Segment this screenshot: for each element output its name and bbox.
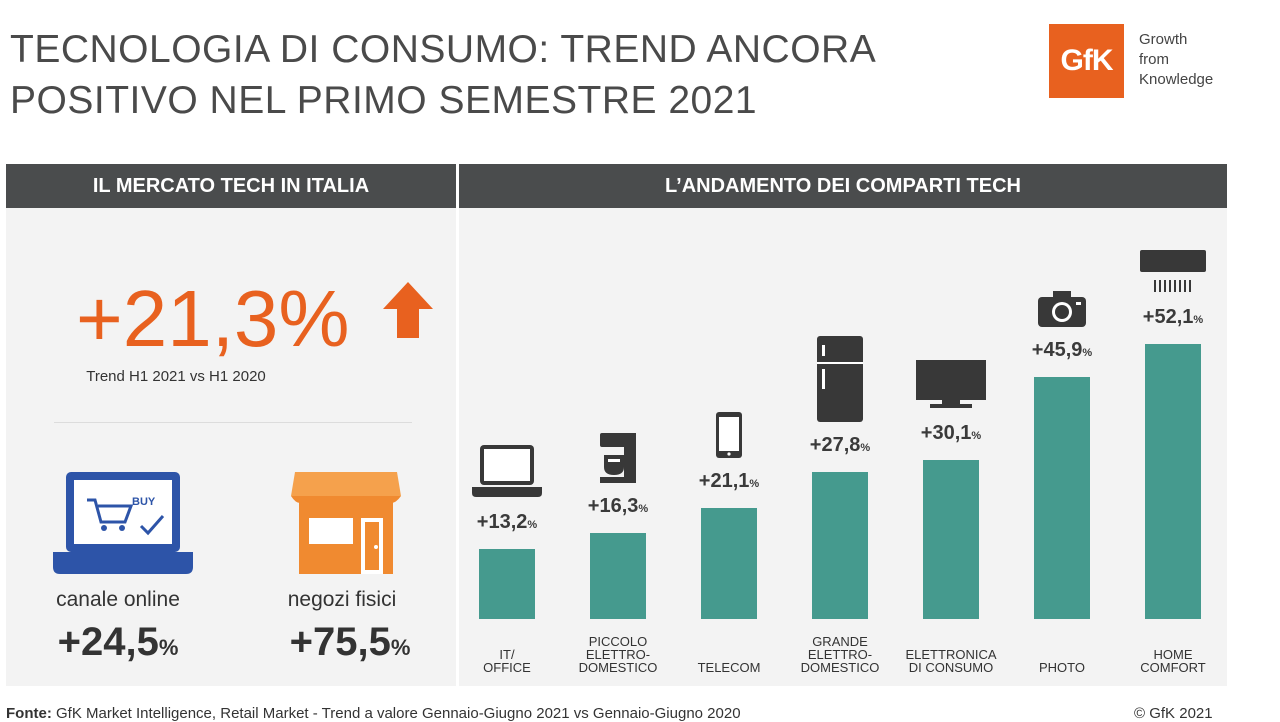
online-channel-label: canale online — [56, 588, 180, 611]
stores-channel-value: +75,5% — [289, 620, 411, 664]
fridge-icon — [817, 336, 863, 427]
copyright: © GfK 2021 — [1134, 705, 1213, 722]
bar — [701, 508, 757, 619]
bar — [590, 533, 646, 619]
bar-value-label: +21,1% — [698, 470, 760, 492]
bar — [923, 460, 979, 619]
laptop-icon — [472, 445, 542, 504]
chart-title: L’ANDAMENTO DEI COMPARTI TECH — [459, 164, 1227, 208]
laptop-cart-icon: BUY — [53, 472, 193, 574]
tagline-line-2: from — [1139, 51, 1169, 68]
bar-value-label: +16,3% — [587, 495, 649, 517]
page-title: TECNOLOGIA DI CONSUMO: TREND ANCORA POSI… — [10, 24, 1010, 126]
source-note: Fonte: GfK Market Intelligence, Retail M… — [6, 705, 741, 722]
camera-icon — [1038, 291, 1086, 332]
tagline-line-1: Growth — [1139, 31, 1188, 48]
air-conditioner-icon — [1140, 250, 1206, 299]
tagline-line-3: Knowledge — [1139, 71, 1214, 88]
sectors-panel: L’ANDAMENTO DEI COMPARTI TECH +13,2% IT/O… — [459, 164, 1227, 686]
title-line-1: TECNOLOGIA DI CONSUMO: TREND ANCORA — [10, 28, 877, 71]
category-label: GRANDE ELETTRO- DOMESTICO — [800, 634, 880, 675]
store-icon — [291, 472, 401, 574]
online-channel-value: +24,5% — [57, 620, 179, 664]
tv-icon — [916, 360, 986, 415]
bar-value-label: +13,2% — [476, 511, 538, 533]
bar — [1034, 377, 1090, 619]
up-arrow-icon — [383, 282, 433, 338]
stores-channel-label: negozi fisici — [287, 588, 397, 611]
bar — [1145, 344, 1201, 619]
total-trend-value: +21,3% — [76, 274, 350, 363]
category-label: TELECOM — [697, 660, 761, 675]
category-label: ELETTRONICA DI CONSUMO — [905, 647, 997, 675]
bar-value-label: +27,8% — [809, 434, 871, 456]
buy-text: BUY — [132, 496, 156, 508]
category-label: IT/OFFICE — [483, 647, 531, 675]
title-line-2: POSITIVO NEL PRIMO SEMESTRE 2021 — [10, 79, 758, 122]
bar-value-label: +30,1% — [920, 422, 982, 444]
mixer-icon — [598, 433, 638, 488]
bar — [479, 549, 535, 619]
bar-value-label: +52,1% — [1142, 306, 1204, 328]
category-label: PICCOLO ELETTRO- DOMESTICO — [578, 634, 658, 675]
total-trend-caption: Trend H1 2021 vs H1 2020 — [86, 368, 266, 385]
bar-value-label: +45,9% — [1031, 339, 1093, 361]
divider — [54, 422, 412, 423]
market-panel-header: IL MERCATO TECH IN ITALIA — [6, 164, 456, 208]
gfk-logo: GfK — [1049, 24, 1124, 98]
category-label: PHOTO — [1039, 660, 1085, 675]
market-panel: IL MERCATO TECH IN ITALIA +21,3% Trend H… — [6, 164, 456, 686]
category-label: HOME COMFORT — [1140, 647, 1206, 675]
smartphone-icon — [716, 412, 742, 463]
logo-tagline: Growth from Knowledge — [1139, 30, 1213, 90]
bar — [812, 472, 868, 619]
